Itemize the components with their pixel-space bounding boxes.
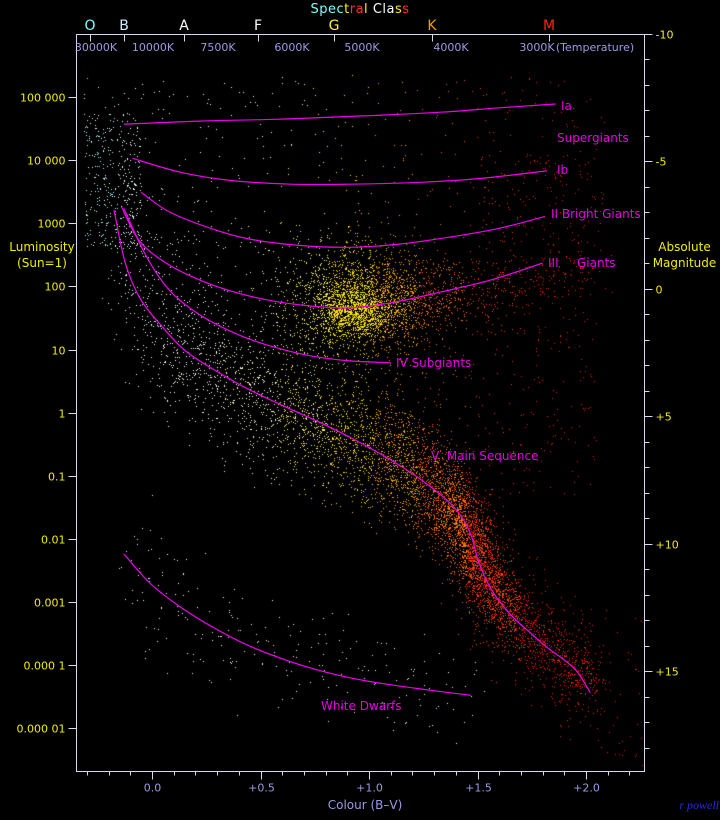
left-tick-label: 0.000 1: [24, 660, 66, 673]
curve-ia: [123, 103, 556, 125]
left-tick-label: 1000: [38, 218, 66, 231]
left-tick-label: 0.000 01: [17, 723, 66, 736]
right-tick-label: 0: [656, 284, 663, 297]
chart-title-segment: s: [402, 2, 410, 17]
curve-v: [113, 209, 591, 694]
curve-label-giants: Giants: [577, 256, 616, 270]
temperature-label: 7500K: [200, 41, 236, 54]
curve-label-iv-subgiants: IV Subgiants: [396, 356, 471, 370]
spectral-class-label: B: [119, 18, 129, 34]
temperature-label: 30000K: [75, 41, 118, 54]
spectral-class-label: M: [543, 18, 555, 34]
chart-title-segment: s: [394, 2, 403, 17]
curve-label-ii-bright-giants: II Bright Giants: [551, 207, 641, 221]
spectral-class-label: K: [427, 18, 437, 34]
bottom-tick-label: +0.5: [248, 782, 275, 795]
curve-iii: [121, 206, 543, 309]
left-tick-label: 0.1: [48, 471, 66, 484]
temperature-axis-note: (Temperature): [556, 41, 634, 54]
spectral-class-label: O: [84, 18, 95, 34]
curve-wd: [123, 553, 472, 696]
signature: r powell: [679, 798, 719, 812]
right-axis-title-line1: Absolute: [658, 240, 711, 254]
curve-label-ia: Ia: [561, 99, 572, 113]
chart-title-segment: l: [364, 2, 369, 17]
bottom-tick-label: +1.5: [465, 782, 492, 795]
right-tick-label: +10: [656, 539, 679, 552]
left-tick-label: 100: [45, 281, 66, 294]
bottom-axis-title: Colour (B–V): [327, 798, 403, 812]
spectral-class-label: F: [254, 18, 262, 34]
bottom-tick-label: +1.0: [356, 782, 383, 795]
left-tick-label: 0.001: [34, 597, 66, 610]
temperature-label: 5000K: [344, 41, 380, 54]
bottom-tick-label: +2.0: [573, 782, 600, 795]
right-tick-label: -10: [656, 29, 674, 42]
left-tick-label: 0.01: [41, 534, 66, 547]
chart-title-segment: Cla: [372, 2, 395, 17]
right-tick-label: +15: [656, 666, 679, 679]
right-axis-title-line2: Magnitude: [652, 256, 717, 270]
right-axis-title: Absolute Magnitude: [649, 239, 720, 271]
curve-label-white-dwarfs: White Dwarfs: [321, 699, 402, 713]
left-axis-title-line1: Luminosity: [9, 240, 75, 254]
chart-title-segment: Spec: [310, 2, 345, 17]
left-axis-title: Luminosity (Sun=1): [0, 239, 84, 271]
right-tick-label: +5: [656, 411, 672, 424]
curve-label-v-main-sequence: V Main Sequence: [431, 449, 539, 463]
curve-label-iii: III: [548, 256, 559, 270]
curve-label-supergiants: Supergiants: [557, 131, 629, 145]
temperature-label: 6000K: [274, 41, 310, 54]
left-axis-title-line2: (Sun=1): [17, 256, 67, 270]
left-tick-label: 10 000: [27, 155, 66, 168]
spectral-class-label: G: [329, 18, 340, 34]
plot-frame: [76, 34, 645, 772]
chart-title-segment: ra: [349, 2, 365, 17]
curve-iv: [123, 207, 391, 364]
temperature-label: 4000K: [433, 41, 469, 54]
temperature-label: 3000K: [519, 41, 555, 54]
bottom-tick-label: 0.0: [144, 782, 162, 795]
curve-label-ib: Ib: [557, 163, 568, 177]
left-tick-label: 100 000: [20, 92, 66, 105]
curve-ib: [132, 157, 547, 186]
chart-title: Spectral Class: [0, 2, 720, 17]
spectral-class-label: A: [179, 18, 189, 34]
chart-title-segment: t: [344, 2, 350, 17]
right-tick-label: -5: [656, 156, 667, 169]
temperature-label: 10000K: [132, 41, 175, 54]
left-tick-label: 1: [59, 408, 66, 421]
curve-ii: [140, 191, 545, 248]
left-tick-label: 10: [52, 345, 66, 358]
